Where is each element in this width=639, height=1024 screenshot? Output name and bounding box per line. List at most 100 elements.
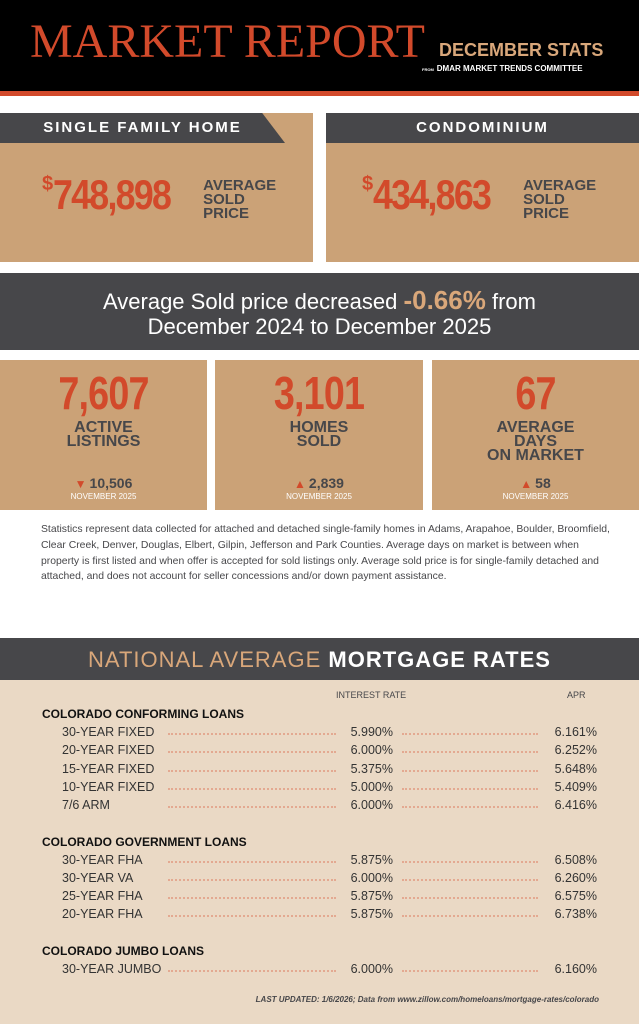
arrow-up-icon: ▲: [520, 477, 533, 491]
interest-rate: 5.875%: [350, 852, 393, 867]
rate-row: 15-YEAR FIXED 5.375% 5.648%: [62, 762, 597, 780]
apr: 6.160%: [554, 961, 597, 976]
loan-name: 20-YEAR FHA: [62, 907, 143, 922]
arrow-up-icon: ▲: [294, 477, 306, 491]
report-subtitle: DECEMBER STATS: [439, 40, 604, 60]
apr: 5.648%: [554, 761, 597, 776]
apr: 6.260%: [554, 870, 597, 885]
dot-leader: [402, 860, 538, 863]
single-family-card: SINGLE FAMILY HOME $ 748,898 AVERAGE SOLD…: [0, 113, 313, 262]
dot-leader: [168, 787, 336, 790]
from-label: FROM: [422, 67, 434, 72]
dot-leader: [168, 733, 336, 735]
loan-name: 20-YEAR FIXED: [62, 743, 155, 758]
mortgage-title-a: NATIONAL AVERAGE: [88, 647, 322, 672]
apr: 6.508%: [554, 852, 597, 867]
dot-leader: [168, 897, 336, 900]
rate-row: 7/6 ARM 6.000% 6.416%: [62, 798, 597, 816]
dot-leader: [402, 806, 538, 809]
banner-period: December 2024 to December 2025: [147, 314, 492, 339]
previous-period: NOVEMBER 2025: [502, 492, 569, 501]
stat-previous: ▼ 10,506 NOVEMBER 2025: [0, 475, 207, 502]
dot-leader: [168, 806, 336, 809]
stat-label: HOMES SOLD: [289, 419, 349, 450]
previous-value: 2,839: [308, 475, 344, 491]
loan-name: 10-YEAR FIXED: [62, 779, 155, 794]
apr: 5.409%: [554, 779, 597, 794]
price-value: 434,863: [373, 171, 492, 218]
price-label: AVERAGE SOLD PRICE: [523, 177, 597, 222]
col-header-apr: APR: [567, 690, 586, 700]
rate-row: 25-YEAR FHA 5.875% 6.575%: [62, 889, 597, 907]
mortgage-rates-table: INTEREST RATE APR COLORADO CONFORMING LO…: [0, 680, 639, 1024]
dot-leader: [168, 969, 336, 972]
price-block: $ 748,898 AVERAGE SOLD PRICE: [42, 171, 276, 221]
rate-row: 30-YEAR FHA 5.875% 6.508%: [62, 853, 597, 871]
stat-label: AVERAGE DAYS ON MARKET: [487, 419, 584, 464]
dollar-sign: $: [362, 173, 374, 195]
loan-section-heading: COLORADO JUMBO LOANS: [42, 943, 204, 958]
dot-leader: [168, 878, 336, 881]
loan-name: 7/6 ARM: [62, 798, 110, 813]
dot-leader: [402, 969, 538, 972]
stat-previous: ▲ 58 NOVEMBER 2025: [432, 475, 639, 502]
interest-rate: 5.990%: [350, 725, 393, 739]
dot-leader: [168, 751, 336, 754]
dot-leader: [168, 769, 336, 772]
disclaimer: Statistics represent data collected for …: [41, 524, 610, 583]
stat-label: ACTIVE LISTINGS: [66, 419, 141, 450]
stat-box: 67 AVERAGE DAYS ON MARKET ▲ 58 NOVEMBER 2025: [432, 360, 639, 510]
loan-name: 30-YEAR VA: [62, 870, 134, 885]
dot-leader: [402, 769, 538, 772]
loan-section-heading: COLORADO CONFORMING LOANS: [42, 707, 244, 721]
dot-leader: [402, 733, 538, 735]
interest-rate: 5.375%: [350, 761, 393, 776]
dot-leader: [168, 860, 336, 863]
rate-row: 30-YEAR VA 6.000% 6.260%: [62, 871, 597, 889]
interest-rate: 6.000%: [350, 743, 393, 758]
rate-row: 20-YEAR FIXED 6.000% 6.252%: [62, 743, 597, 761]
dot-leader: [402, 897, 538, 900]
interest-rate: 6.000%: [350, 870, 393, 885]
arrow-down-icon: ▼: [74, 477, 87, 491]
previous-value: 58: [535, 475, 551, 491]
stat-value: 7,607: [58, 367, 149, 419]
price-value: 748,898: [53, 171, 172, 218]
card-tab: CONDOMINIUM: [326, 113, 639, 143]
report-title: MARKET REPORT: [30, 15, 425, 68]
price-change-banner: Average Sold price decreased -0.66% from…: [0, 273, 639, 350]
header: [0, 0, 639, 91]
header-stripe: [0, 91, 639, 96]
banner-percent: -0.66%: [403, 285, 486, 315]
interest-rate: 5.875%: [350, 889, 393, 904]
stat-value: 67: [515, 367, 556, 419]
condominium-card: CONDOMINIUM $ 434,863 AVERAGE SOLD PRICE: [326, 113, 639, 262]
previous-period: NOVEMBER 2025: [70, 492, 137, 501]
stat-previous: ▲ 2,839 NOVEMBER 2025: [215, 475, 423, 502]
apr: 6.738%: [554, 907, 597, 922]
dot-leader: [402, 915, 538, 918]
rate-row: 30-YEAR JUMBO 6.000% 6.160%: [62, 962, 597, 980]
previous-period: NOVEMBER 2025: [286, 492, 352, 501]
stat-value: 3,101: [273, 367, 365, 419]
loan-name: 30-YEAR FIXED: [62, 725, 155, 739]
rate-row: 10-YEAR FIXED 5.000% 5.409%: [62, 780, 597, 798]
card-tab: SINGLE FAMILY HOME: [0, 113, 285, 143]
dot-leader: [402, 878, 538, 881]
mortgage-title-b: MORTGAGE RATES: [328, 647, 551, 672]
dot-leader: [168, 915, 336, 918]
interest-rate: 6.000%: [350, 798, 393, 813]
loan-name: 30-YEAR JUMBO: [62, 961, 162, 976]
banner-text: Average Sold price decreased: [103, 289, 398, 314]
dot-leader: [402, 751, 538, 754]
apr: 6.161%: [554, 725, 597, 739]
dollar-sign: $: [42, 173, 54, 195]
loan-name: 30-YEAR FHA: [62, 852, 143, 867]
interest-rate: 6.000%: [350, 961, 393, 976]
last-updated: LAST UPDATED: 1/6/2026; Data from www.zi…: [255, 995, 599, 1004]
apr: 6.416%: [554, 798, 597, 813]
interest-rate: 5.875%: [350, 907, 393, 922]
price-label: AVERAGE SOLD PRICE: [203, 177, 277, 222]
stat-box: 3,101 HOMES SOLD ▲ 2,839 NOVEMBER 2025: [215, 360, 423, 510]
rate-row: 30-YEAR FIXED 5.990% 6.161%: [62, 725, 597, 743]
